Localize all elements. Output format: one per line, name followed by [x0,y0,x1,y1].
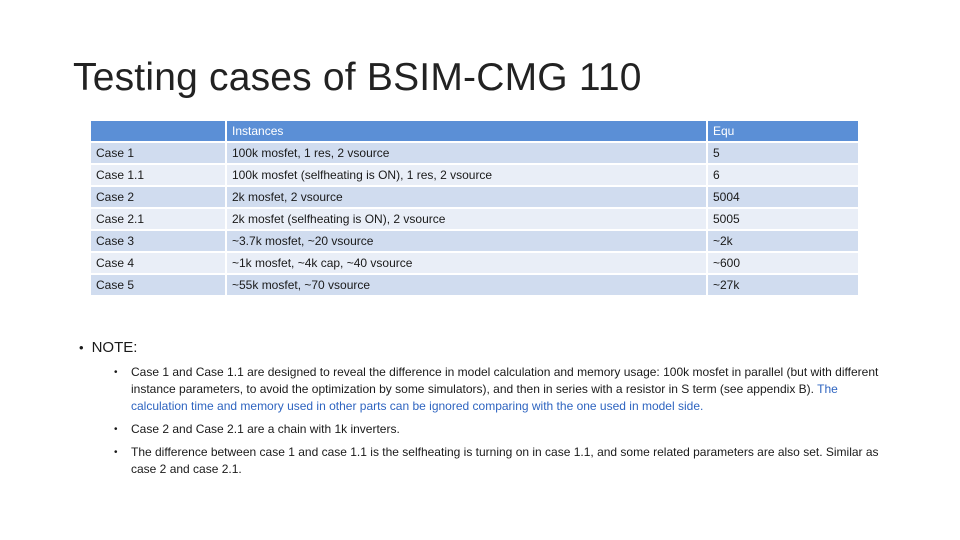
cell-equ: ~600 [708,253,858,273]
cell-instances: 2k mosfet (selfheating is ON), 2 vsource [227,209,706,229]
bullet-icon: • [79,340,84,355]
note-highlight: The calculation time and memory used in … [131,382,838,413]
list-item: • The difference between case 1 and case… [114,444,891,478]
note-heading: NOTE: [91,339,138,356]
table-row: Case 2.1 2k mosfet (selfheating is ON), … [91,209,858,229]
cell-equ: 5005 [708,209,858,229]
cell-instances: 100k mosfet (selfheating is ON), 1 res, … [227,165,706,185]
slide-title: Testing cases of BSIM-CMG 110 [73,56,642,99]
cell-instances: 100k mosfet, 1 res, 2 vsource [227,143,706,163]
table-row: Case 2 2k mosfet, 2 vsource 5004 [91,187,858,207]
cell-equ: 5 [708,143,858,163]
table-row: Case 1.1 100k mosfet (selfheating is ON)… [91,165,858,185]
table-row: Case 5 ~55k mosfet, ~70 vsource ~27k [91,275,858,295]
note-text: The difference between case 1 and case 1… [131,445,879,476]
cell-case: Case 1.1 [91,165,225,185]
note-heading-item: • NOTE: [79,339,899,356]
cell-instances: ~55k mosfet, ~70 vsource [227,275,706,295]
cell-instances: 2k mosfet, 2 vsource [227,187,706,207]
cell-case: Case 3 [91,231,225,251]
cell-case: Case 1 [91,143,225,163]
note-list: • Case 1 and Case 1.1 are designed to re… [79,364,899,478]
cell-equ: ~2k [708,231,858,251]
cell-instances: ~1k mosfet, ~4k cap, ~40 vsource [227,253,706,273]
cell-instances: ~3.7k mosfet, ~20 vsource [227,231,706,251]
cell-case: Case 4 [91,253,225,273]
header-case [91,121,225,141]
header-instances: Instances [227,121,706,141]
note-text: Case 2 and Case 2.1 are a chain with 1k … [131,422,400,436]
note-text: Case 1 and Case 1.1 are designed to reve… [131,365,879,396]
cell-equ: ~27k [708,275,858,295]
cell-case: Case 5 [91,275,225,295]
list-item: • Case 1 and Case 1.1 are designed to re… [114,364,891,415]
cell-case: Case 2.1 [91,209,225,229]
cell-case: Case 2 [91,187,225,207]
bullet-icon: • [114,447,118,458]
bullet-icon: • [114,424,118,435]
notes-section: • NOTE: • Case 1 and Case 1.1 are design… [79,339,899,484]
cell-equ: 6 [708,165,858,185]
header-equ: Equ [708,121,858,141]
cell-equ: 5004 [708,187,858,207]
bullet-icon: • [114,367,118,378]
table-row: Case 1 100k mosfet, 1 res, 2 vsource 5 [91,143,858,163]
table-header-row: Instances Equ [91,121,858,141]
table-row: Case 4 ~1k mosfet, ~4k cap, ~40 vsource … [91,253,858,273]
testing-cases-table: Instances Equ Case 1 100k mosfet, 1 res,… [89,119,860,297]
list-item: • Case 2 and Case 2.1 are a chain with 1… [114,421,891,438]
table-row: Case 3 ~3.7k mosfet, ~20 vsource ~2k [91,231,858,251]
